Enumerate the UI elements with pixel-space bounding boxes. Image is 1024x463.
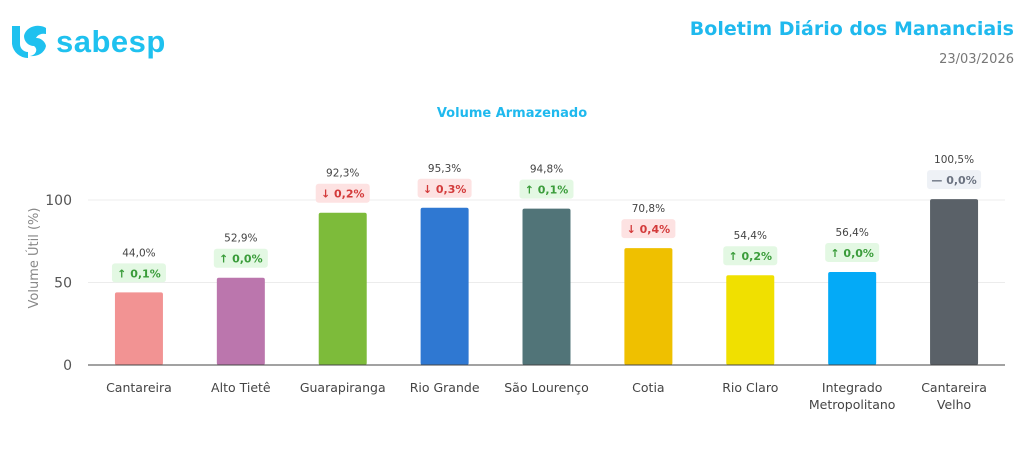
x-tick-label: Rio Grande	[410, 380, 480, 395]
bar	[726, 275, 775, 365]
report-date: 23/03/2026	[939, 52, 1014, 67]
bar	[114, 292, 163, 365]
bar-value-label: 94,8%	[530, 164, 563, 176]
change-badge-label: ↑ 0,1%	[117, 267, 161, 280]
change-badge-label: ↑ 0,0%	[830, 247, 874, 260]
bar	[420, 207, 469, 365]
logo-text: sabesp	[56, 24, 166, 59]
x-tick-label: Cotia	[632, 380, 664, 395]
y-tick-label: 0	[63, 358, 72, 374]
change-badge	[111, 263, 166, 283]
change-badge-label: — 0,0%	[931, 174, 976, 187]
y-axis-label: Volume Útil (%)	[26, 208, 42, 309]
change-badge	[621, 219, 676, 239]
bar	[930, 199, 979, 365]
x-tick-label: Alto Tietê	[211, 380, 271, 395]
change-badge-label: ↑ 0,0%	[219, 253, 263, 266]
change-badge-label: ↑ 0,1%	[525, 184, 569, 197]
x-tick-label: Cantareira	[921, 380, 987, 395]
bar-value-label: 52,9%	[224, 233, 257, 245]
bar	[828, 271, 877, 365]
change-badge-label: ↓ 0,3%	[423, 183, 467, 196]
x-tick-label: Rio Claro	[722, 380, 778, 395]
change-badge-label: ↓ 0,2%	[321, 188, 365, 201]
bar-value-label: 92,3%	[326, 168, 359, 180]
x-tick-label: Velho	[937, 397, 971, 412]
bar	[522, 208, 571, 365]
bar-value-label: 70,8%	[632, 203, 665, 215]
bar-value-label: 100,5%	[934, 154, 974, 166]
chart-title: Volume Armazenado	[436, 106, 588, 121]
change-badge	[315, 183, 370, 203]
x-tick-label: Metropolitano	[809, 397, 896, 412]
x-tick-label: Cantareira	[106, 380, 172, 395]
bar	[216, 277, 265, 365]
change-badge-label: ↑ 0,2%	[728, 250, 772, 263]
bar	[318, 212, 367, 365]
change-badge	[213, 248, 268, 268]
x-tick-label: Guarapiranga	[300, 380, 386, 395]
x-tick-label: Integrado	[822, 380, 883, 395]
sabesp-logo: sabesp	[10, 24, 166, 60]
page-title: Boletim Diário dos Mananciais	[689, 18, 1014, 40]
y-tick-label: 50	[54, 276, 72, 292]
bar-value-label: 95,3%	[428, 163, 461, 175]
change-badge	[825, 242, 880, 262]
change-badge-label: ↓ 0,4%	[627, 223, 671, 236]
bar-value-label: 54,4%	[734, 230, 767, 242]
change-badge	[723, 246, 778, 266]
bar	[624, 248, 673, 365]
change-badge	[417, 178, 472, 198]
y-tick-label: 100	[45, 193, 72, 209]
bar-value-label: 44,0%	[122, 247, 155, 259]
x-tick-label: São Lourenço	[504, 380, 589, 395]
change-badge	[519, 179, 574, 199]
bar-value-label: 56,4%	[835, 227, 868, 239]
sabesp-logo-icon	[12, 25, 46, 59]
change-badge	[927, 170, 982, 190]
